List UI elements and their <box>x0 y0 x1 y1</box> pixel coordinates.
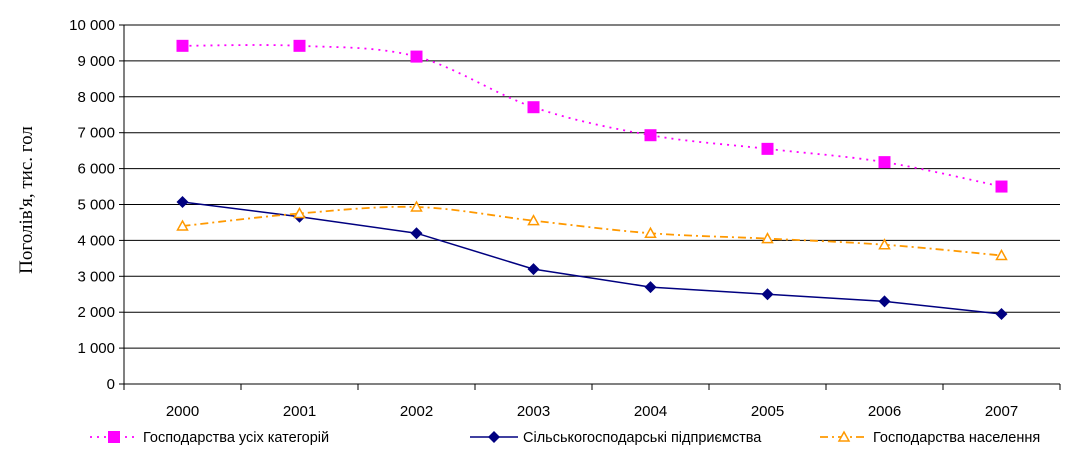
data-point <box>176 219 189 231</box>
y-tick-label: 2 000 <box>77 304 115 321</box>
series-group <box>176 39 1008 320</box>
y-tick-label: 1 000 <box>77 340 115 357</box>
series-2 <box>176 195 1008 320</box>
data-point <box>878 156 891 169</box>
legend: Господарства усіх категорій Сільськогоспо… <box>90 430 1040 446</box>
y-tick-label: 5 000 <box>77 197 115 214</box>
data-point <box>995 248 1008 261</box>
x-tick-label: 2007 <box>985 403 1018 420</box>
data-point <box>293 39 306 52</box>
y-axis-label: Поголів'я, тис. гол <box>16 126 37 274</box>
y-tick-label: 10 000 <box>69 17 115 34</box>
data-point <box>995 307 1008 320</box>
data-point <box>410 200 423 212</box>
series-1 <box>176 39 1008 193</box>
legend-label: Сільськогосподарські підприємства <box>523 430 762 446</box>
legend-label: Господарства усіх категорій <box>143 430 329 446</box>
legend-label: Господарства населення <box>873 430 1040 446</box>
y-tick-label: 7 000 <box>77 125 115 142</box>
data-point <box>878 238 891 250</box>
x-tick-label: 2004 <box>634 403 667 420</box>
legend-item-3: Господарства населення <box>820 430 1040 446</box>
axes <box>119 24 1061 390</box>
x-tick-label: 2005 <box>751 403 784 420</box>
data-point <box>644 281 657 294</box>
x-tick-label: 2002 <box>400 403 433 420</box>
data-point <box>644 226 657 238</box>
y-tick-labels: 0 1 000 2 000 3 000 4 000 5 000 6 000 7 000 8 00… <box>69 17 115 393</box>
data-point <box>410 50 423 63</box>
x-tick-label: 2003 <box>517 403 550 420</box>
data-point <box>761 232 774 244</box>
x-tick-label: 2000 <box>166 403 199 420</box>
data-point <box>176 195 189 208</box>
y-tick-label: 0 <box>107 376 115 393</box>
y-tick-label: 9 000 <box>77 53 115 70</box>
data-point <box>995 180 1008 193</box>
data-point <box>761 288 774 301</box>
x-tick-labels: 2000 2001 2002 2003 2004 2005 2006 2007 <box>166 403 1018 420</box>
data-point <box>293 206 306 219</box>
legend-marker <box>837 430 851 442</box>
series-line <box>182 201 1002 315</box>
data-point <box>761 142 774 155</box>
legend-marker <box>108 431 120 443</box>
data-point <box>410 227 423 240</box>
data-point <box>527 214 540 226</box>
data-point <box>878 295 891 308</box>
legend-item-1: Господарства усіх категорій <box>90 430 329 446</box>
data-point <box>176 39 189 52</box>
y-tick-label: 4 000 <box>77 232 115 249</box>
data-point <box>644 129 657 142</box>
y-tick-label: 8 000 <box>77 89 115 106</box>
gridlines <box>124 24 1060 349</box>
x-tick-label: 2006 <box>868 403 901 420</box>
data-point <box>527 101 540 114</box>
x-tick-label: 2001 <box>283 403 316 420</box>
data-point <box>527 263 540 276</box>
y-tick-label: 6 000 <box>77 161 115 178</box>
y-tick-label: 3 000 <box>77 268 115 285</box>
legend-marker <box>488 431 500 443</box>
legend-item-2: Сільськогосподарські підприємства <box>470 430 762 446</box>
series-3 <box>176 200 1008 261</box>
series-line <box>182 205 1002 257</box>
